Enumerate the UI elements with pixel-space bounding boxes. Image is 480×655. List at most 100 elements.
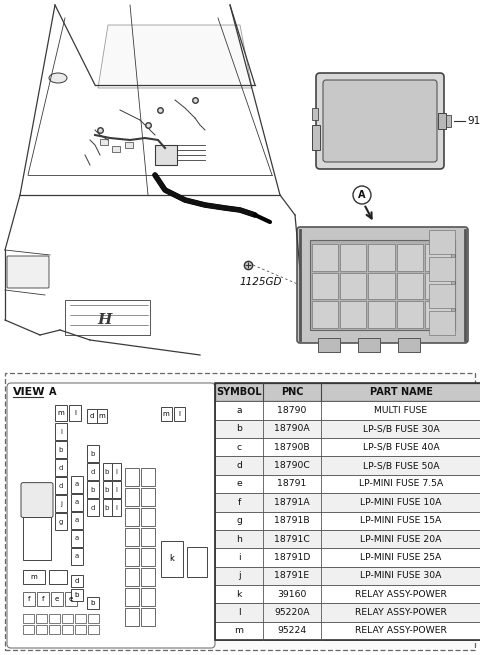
Bar (396, 244, 423, 271)
Bar (141, 548, 155, 566)
Text: LP-MINI FUSE 20A: LP-MINI FUSE 20A (360, 534, 442, 544)
Circle shape (353, 186, 371, 204)
Bar (65, 300, 150, 335)
Bar (369, 244, 395, 271)
Bar (174, 407, 185, 421)
Text: j: j (60, 501, 62, 507)
Bar (340, 244, 366, 271)
Bar (112, 462, 121, 479)
Bar (55, 477, 67, 495)
Bar (215, 512, 480, 530)
Bar (23, 625, 34, 634)
Text: LP-S/B FUSE 50A: LP-S/B FUSE 50A (363, 461, 439, 470)
Text: b: b (91, 487, 95, 493)
Text: LP-MINI FUSE 30A: LP-MINI FUSE 30A (360, 571, 442, 580)
Bar (141, 468, 155, 486)
Text: A: A (358, 190, 366, 200)
Bar (125, 488, 139, 506)
FancyBboxPatch shape (323, 80, 437, 162)
Text: l: l (60, 429, 62, 435)
Text: b: b (105, 504, 109, 510)
Bar (36, 614, 47, 623)
Bar (125, 508, 139, 526)
Bar (215, 438, 480, 457)
FancyBboxPatch shape (7, 383, 215, 648)
Text: MULTI FUSE: MULTI FUSE (374, 406, 428, 415)
Bar (215, 457, 480, 475)
Bar (87, 481, 99, 498)
Text: e: e (55, 596, 59, 602)
Bar (62, 614, 73, 623)
Text: b: b (91, 451, 95, 457)
Text: m: m (58, 410, 64, 416)
Text: m: m (163, 411, 169, 417)
Bar (49, 570, 67, 584)
Text: LP-MINI FUSE 10A: LP-MINI FUSE 10A (360, 498, 442, 507)
Bar (340, 272, 366, 299)
Text: RELAY ASSY-POWER: RELAY ASSY-POWER (355, 626, 447, 635)
Bar (55, 405, 67, 421)
Text: 91115E: 91115E (467, 116, 480, 126)
Text: LP-MINI FUSE 25A: LP-MINI FUSE 25A (360, 553, 442, 562)
Bar (340, 301, 366, 328)
Bar (425, 272, 451, 299)
Bar (396, 301, 423, 328)
Bar (125, 608, 139, 626)
Bar (312, 108, 318, 120)
Text: 18790B: 18790B (274, 443, 310, 452)
Bar (429, 284, 455, 308)
Bar (141, 488, 155, 506)
Bar (125, 568, 139, 586)
Text: 1125GD: 1125GD (240, 277, 283, 287)
Bar (88, 625, 99, 634)
Text: l: l (238, 608, 240, 617)
Bar (71, 575, 83, 588)
Text: 18791E: 18791E (275, 571, 310, 580)
Bar (87, 445, 99, 462)
Bar (215, 475, 480, 493)
Text: d: d (75, 578, 79, 584)
Text: 18790A: 18790A (274, 424, 310, 434)
Bar (87, 498, 99, 515)
Bar (23, 592, 35, 606)
FancyBboxPatch shape (7, 256, 49, 288)
Text: d: d (236, 461, 242, 470)
Text: RELAY ASSY-POWER: RELAY ASSY-POWER (355, 590, 447, 599)
Text: b: b (59, 447, 63, 453)
Bar (51, 592, 63, 606)
Bar (75, 614, 86, 623)
Polygon shape (98, 25, 252, 88)
Bar (100, 139, 108, 145)
Bar (125, 548, 139, 566)
Text: PNC: PNC (281, 387, 303, 397)
Bar (312, 301, 338, 328)
Text: f: f (42, 596, 44, 602)
Bar (425, 301, 451, 328)
Text: l: l (115, 487, 117, 493)
Bar (103, 498, 112, 515)
Text: LP-S/B FUSE 30A: LP-S/B FUSE 30A (362, 424, 439, 434)
Bar (75, 625, 86, 634)
Bar (69, 405, 81, 421)
Text: f: f (28, 596, 30, 602)
Text: b: b (105, 468, 109, 474)
Text: 18790: 18790 (277, 406, 307, 415)
Bar (155, 145, 177, 165)
Bar (161, 407, 172, 421)
Bar (446, 115, 451, 127)
Text: h: h (236, 534, 242, 544)
Text: l: l (74, 410, 76, 416)
Bar (310, 240, 455, 330)
Bar (141, 588, 155, 606)
Bar (215, 420, 480, 438)
Text: a: a (236, 406, 242, 415)
Text: b: b (75, 592, 79, 598)
Bar (62, 625, 73, 634)
Text: d: d (91, 504, 95, 510)
Text: m: m (31, 574, 37, 580)
Text: l: l (115, 468, 117, 474)
FancyBboxPatch shape (21, 483, 53, 517)
Bar (23, 570, 45, 584)
Text: 18791A: 18791A (274, 498, 310, 507)
Bar (112, 498, 121, 515)
